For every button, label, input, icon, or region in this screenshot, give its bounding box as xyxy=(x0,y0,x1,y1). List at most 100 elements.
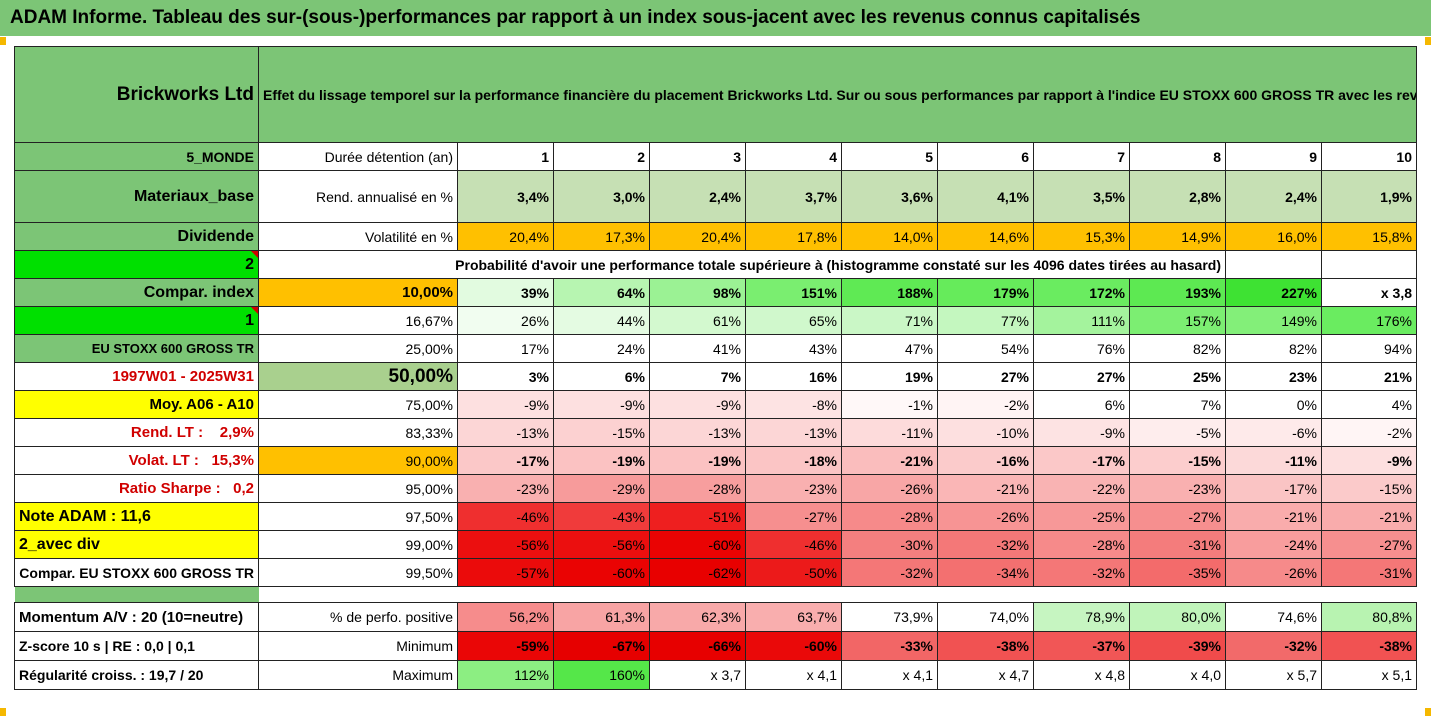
prob-cell: -15% xyxy=(1321,474,1417,503)
minimum-cell: -38% xyxy=(937,631,1034,661)
year-header: 4 xyxy=(745,142,842,171)
prob-cell: 111% xyxy=(1033,306,1130,335)
prob-cell: 0% xyxy=(1225,390,1322,419)
minimum-cell: -66% xyxy=(649,631,746,661)
prob-cell: -26% xyxy=(937,502,1034,531)
prob-cell: -9% xyxy=(553,390,650,419)
prob-cell: -15% xyxy=(553,418,650,447)
option-value-2[interactable]: 2 xyxy=(14,250,259,279)
prob-cell: -11% xyxy=(1225,446,1322,475)
sharpe-stat: Ratio Sharpe : 0,2 xyxy=(14,474,259,503)
prob-cell: -27% xyxy=(745,502,842,531)
corner-marker xyxy=(1425,37,1431,45)
prob-cell: -62% xyxy=(649,558,746,587)
prob-cell: -32% xyxy=(937,530,1034,559)
prob-cell: -34% xyxy=(937,558,1034,587)
prob-cell: -46% xyxy=(745,530,842,559)
prob-cell: 157% xyxy=(1129,306,1226,335)
prob-cell: -30% xyxy=(841,530,938,559)
threshold-cell: 99,50% xyxy=(258,558,458,587)
prob-cell: 16% xyxy=(745,362,842,391)
threshold-cell: 99,00% xyxy=(258,530,458,559)
volat-cell: 14,0% xyxy=(841,222,938,251)
year-header: 6 xyxy=(937,142,1034,171)
threshold-cell: 50,00% xyxy=(258,362,458,391)
volat-lt-label: Volat. LT : xyxy=(128,452,199,469)
positive-cell: 78,9% xyxy=(1033,602,1130,632)
prob-cell: -23% xyxy=(745,474,842,503)
prob-cell: 61% xyxy=(649,306,746,335)
rend-lt-stat: Rend. LT : 2,9% xyxy=(14,418,259,447)
prob-cell: -51% xyxy=(649,502,746,531)
note-adam: Note ADAM : 11,6 xyxy=(14,502,259,531)
maximum-cell: x 5,7 xyxy=(1225,660,1322,690)
threshold-cell: 90,00% xyxy=(258,446,458,475)
maximum-cell: x 4,8 xyxy=(1033,660,1130,690)
minimum-cell: -32% xyxy=(1225,631,1322,661)
threshold-cell: 95,00% xyxy=(258,474,458,503)
prob-cell: 76% xyxy=(1033,334,1130,363)
prob-cell: -13% xyxy=(457,418,554,447)
prob-cell: 24% xyxy=(553,334,650,363)
description: Effet du lissage temporel sur la perform… xyxy=(258,46,1417,143)
prob-cell: -9% xyxy=(1321,446,1417,475)
prob-cell: -5% xyxy=(1129,418,1226,447)
prob-cell: 82% xyxy=(1129,334,1226,363)
prob-cell: 94% xyxy=(1321,334,1417,363)
year-header: 7 xyxy=(1033,142,1130,171)
minimum-cell: -59% xyxy=(457,631,554,661)
prob-cell: -11% xyxy=(841,418,938,447)
threshold-cell: 25,00% xyxy=(258,334,458,363)
prob-cell: 3% xyxy=(457,362,554,391)
prob-cell: -2% xyxy=(937,390,1034,419)
prob-cell: 26% xyxy=(457,306,554,335)
prob-cell: -43% xyxy=(553,502,650,531)
prob-cell: -15% xyxy=(1129,446,1226,475)
prob-cell: 71% xyxy=(841,306,938,335)
threshold-cell: 75,00% xyxy=(258,390,458,419)
prob-cell: 188% xyxy=(841,278,938,307)
prob-cell: 25% xyxy=(1129,362,1226,391)
prob-cell: 27% xyxy=(1033,362,1130,391)
volat-lt-value: 15,3% xyxy=(211,452,254,469)
prob-cell: x 3,8 xyxy=(1321,278,1417,307)
row-label-maximum: Maximum xyxy=(258,660,458,690)
maximum-cell: 112% xyxy=(457,660,554,690)
prob-cell: 227% xyxy=(1225,278,1322,307)
prob-cell: -9% xyxy=(649,390,746,419)
rend-cell: 3,5% xyxy=(1033,170,1130,223)
option-value-1[interactable]: 1 xyxy=(14,306,259,335)
rend-cell: 2,8% xyxy=(1129,170,1226,223)
prob-cell: -17% xyxy=(1225,474,1322,503)
year-header: 8 xyxy=(1129,142,1226,171)
prob-cell: -26% xyxy=(1225,558,1322,587)
prob-cell: -9% xyxy=(457,390,554,419)
compar-full-label: Compar. EU STOXX 600 GROSS TR xyxy=(14,558,259,587)
prob-cell: -22% xyxy=(1033,474,1130,503)
threshold-cell: 97,50% xyxy=(258,502,458,531)
threshold-cell: 10,00% xyxy=(258,278,458,307)
dividend-label: Dividende xyxy=(14,222,259,251)
year-header: 5 xyxy=(841,142,938,171)
prob-cell: 41% xyxy=(649,334,746,363)
volat-lt-stat: Volat. LT : 15,3% xyxy=(14,446,259,475)
prob-cell: -28% xyxy=(841,502,938,531)
prob-cell: -24% xyxy=(1225,530,1322,559)
prob-cell: -23% xyxy=(457,474,554,503)
rend-lt-value: 2,9% xyxy=(219,424,254,441)
rend-cell: 2,4% xyxy=(649,170,746,223)
prob-cell: -27% xyxy=(1129,502,1226,531)
prob-cell: 7% xyxy=(1129,390,1226,419)
prob-cell: -2% xyxy=(1321,418,1417,447)
prob-cell: -23% xyxy=(1129,474,1226,503)
volat-cell: 17,8% xyxy=(745,222,842,251)
prob-cell: 6% xyxy=(553,362,650,391)
prob-cell: -9% xyxy=(1033,418,1130,447)
corner-marker xyxy=(0,37,6,45)
volat-cell: 20,4% xyxy=(649,222,746,251)
prob-cell: -29% xyxy=(553,474,650,503)
year-header: 3 xyxy=(649,142,746,171)
prob-cell: -27% xyxy=(1321,530,1417,559)
corner-marker xyxy=(1425,708,1431,716)
prob-cell: -56% xyxy=(553,530,650,559)
